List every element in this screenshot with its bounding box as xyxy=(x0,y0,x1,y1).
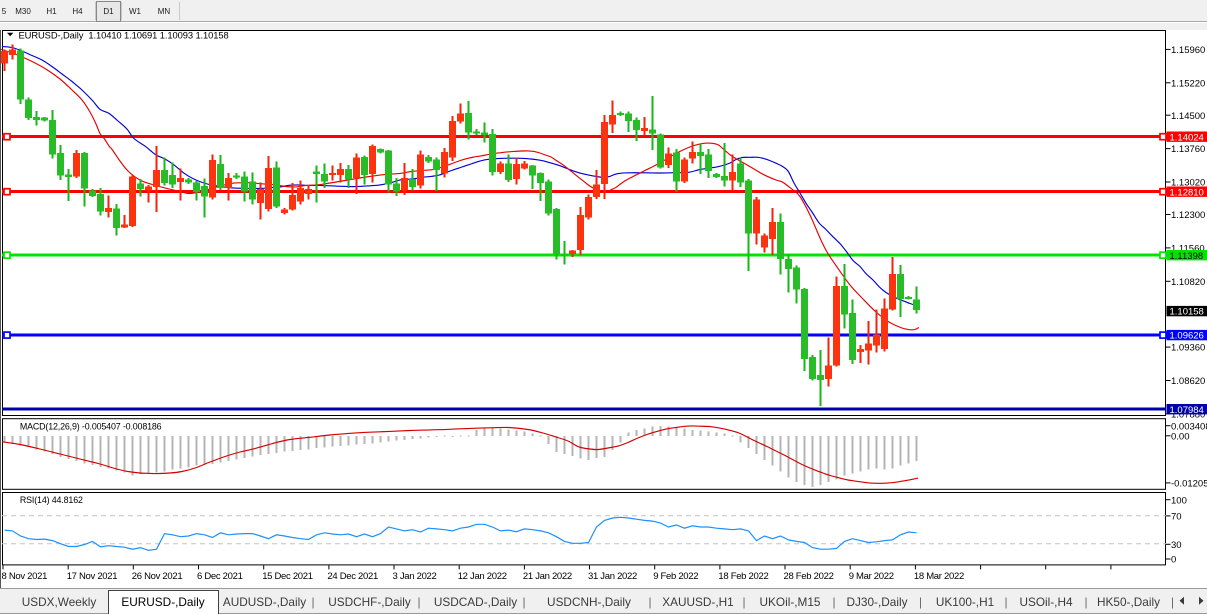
svg-text:H1: H1 xyxy=(46,7,57,16)
svg-text:W1: W1 xyxy=(129,7,142,16)
svg-text:18 Mar 2022: 18 Mar 2022 xyxy=(914,571,964,582)
svg-text:26 Nov 2021: 26 Nov 2021 xyxy=(132,571,183,582)
svg-text:|: | xyxy=(1171,595,1174,609)
svg-text:15 Dec 2021: 15 Dec 2021 xyxy=(262,571,313,582)
svg-text:1.10820: 1.10820 xyxy=(1171,277,1205,288)
svg-text:XAUUSD-,H1: XAUUSD-,H1 xyxy=(662,595,733,609)
svg-text:|: | xyxy=(742,595,745,609)
svg-text:USDCNH-,Daily: USDCNH-,Daily xyxy=(547,595,631,609)
svg-text:1.15960: 1.15960 xyxy=(1171,45,1205,56)
svg-text:12 Jan 2022: 12 Jan 2022 xyxy=(458,571,507,582)
svg-text:1.12300: 1.12300 xyxy=(1171,210,1205,221)
svg-text:3 Jan 2022: 3 Jan 2022 xyxy=(393,571,437,582)
svg-text:|: | xyxy=(311,595,314,609)
svg-text:EURUSD-,Daily 1.10410 1.10691: EURUSD-,Daily 1.10410 1.10691 1.10093 1.… xyxy=(19,30,229,41)
svg-text:1.07880: 1.07880 xyxy=(1171,410,1205,421)
svg-text:17 Nov 2021: 17 Nov 2021 xyxy=(67,571,118,582)
svg-text:30: 30 xyxy=(1171,540,1182,551)
svg-text:1.14500: 1.14500 xyxy=(1171,111,1205,122)
svg-text:1.13760: 1.13760 xyxy=(1171,144,1205,155)
svg-text:|: | xyxy=(1084,595,1087,609)
svg-text:|: | xyxy=(417,595,420,609)
svg-text:|: | xyxy=(832,595,835,609)
svg-text:USOil-,H4: USOil-,H4 xyxy=(1019,595,1073,609)
svg-text:USDX,Weekly: USDX,Weekly xyxy=(22,595,97,609)
svg-text:1.11560: 1.11560 xyxy=(1171,244,1205,255)
svg-text:1.09360: 1.09360 xyxy=(1171,343,1205,354)
svg-text:D1: D1 xyxy=(103,7,114,16)
svg-text:1.15220: 1.15220 xyxy=(1171,78,1205,89)
svg-text:1.10158: 1.10158 xyxy=(1170,307,1204,318)
svg-text:70: 70 xyxy=(1171,512,1182,523)
svg-text:USDCAD-,Daily: USDCAD-,Daily xyxy=(434,595,517,609)
svg-text:1.14024: 1.14024 xyxy=(1170,132,1204,143)
svg-text:31 Jan 2022: 31 Jan 2022 xyxy=(588,571,637,582)
svg-text:18 Feb 2022: 18 Feb 2022 xyxy=(718,571,768,582)
svg-text:DJ30-,Daily: DJ30-,Daily xyxy=(847,595,908,609)
svg-text:|: | xyxy=(1004,595,1007,609)
svg-text:1.13020: 1.13020 xyxy=(1171,178,1205,189)
svg-text:0: 0 xyxy=(1171,555,1176,566)
svg-text:EURUSD-,Daily: EURUSD-,Daily xyxy=(121,595,204,609)
svg-text:USDCHF-,Daily: USDCHF-,Daily xyxy=(328,595,411,609)
svg-text:6 Dec 2021: 6 Dec 2021 xyxy=(197,571,243,582)
svg-text:|: | xyxy=(919,595,922,609)
svg-text:HK50-,Daily: HK50-,Daily xyxy=(1097,595,1160,609)
svg-text:|: | xyxy=(648,595,651,609)
svg-text:0.003408: 0.003408 xyxy=(1171,421,1207,432)
svg-text:5: 5 xyxy=(2,7,7,16)
svg-text:H4: H4 xyxy=(72,7,83,16)
svg-text:100: 100 xyxy=(1171,495,1187,506)
svg-text:9 Mar 2022: 9 Mar 2022 xyxy=(849,571,894,582)
svg-text:1.08620: 1.08620 xyxy=(1171,376,1205,387)
svg-text:1.11398: 1.11398 xyxy=(1170,251,1204,262)
svg-text:1.09626: 1.09626 xyxy=(1170,331,1204,342)
svg-text:24 Dec 2021: 24 Dec 2021 xyxy=(327,571,378,582)
svg-text:|: | xyxy=(522,595,525,609)
svg-text:1.12810: 1.12810 xyxy=(1170,187,1204,198)
svg-text:AUDUSD-,Daily: AUDUSD-,Daily xyxy=(223,595,306,609)
svg-text:UK100-,H1: UK100-,H1 xyxy=(936,595,994,609)
svg-text:9 Feb 2022: 9 Feb 2022 xyxy=(653,571,698,582)
svg-text:28 Feb 2022: 28 Feb 2022 xyxy=(784,571,834,582)
svg-text:0.00: 0.00 xyxy=(1171,431,1190,442)
svg-text:MACD(12,26,9) -0.005407 -0.008: MACD(12,26,9) -0.005407 -0.008186 xyxy=(20,421,162,431)
svg-text:21 Jan 2022: 21 Jan 2022 xyxy=(523,571,572,582)
svg-text:8 Nov 2021: 8 Nov 2021 xyxy=(2,571,48,582)
svg-text:RSI(14) 44.8162: RSI(14) 44.8162 xyxy=(20,495,83,505)
svg-text:1.07984: 1.07984 xyxy=(1170,405,1204,416)
svg-text:-0.012058: -0.012058 xyxy=(1171,479,1207,490)
svg-text:M30: M30 xyxy=(15,7,31,16)
svg-text:UKOil-,M15: UKOil-,M15 xyxy=(760,595,821,609)
svg-text:MN: MN xyxy=(158,7,171,16)
